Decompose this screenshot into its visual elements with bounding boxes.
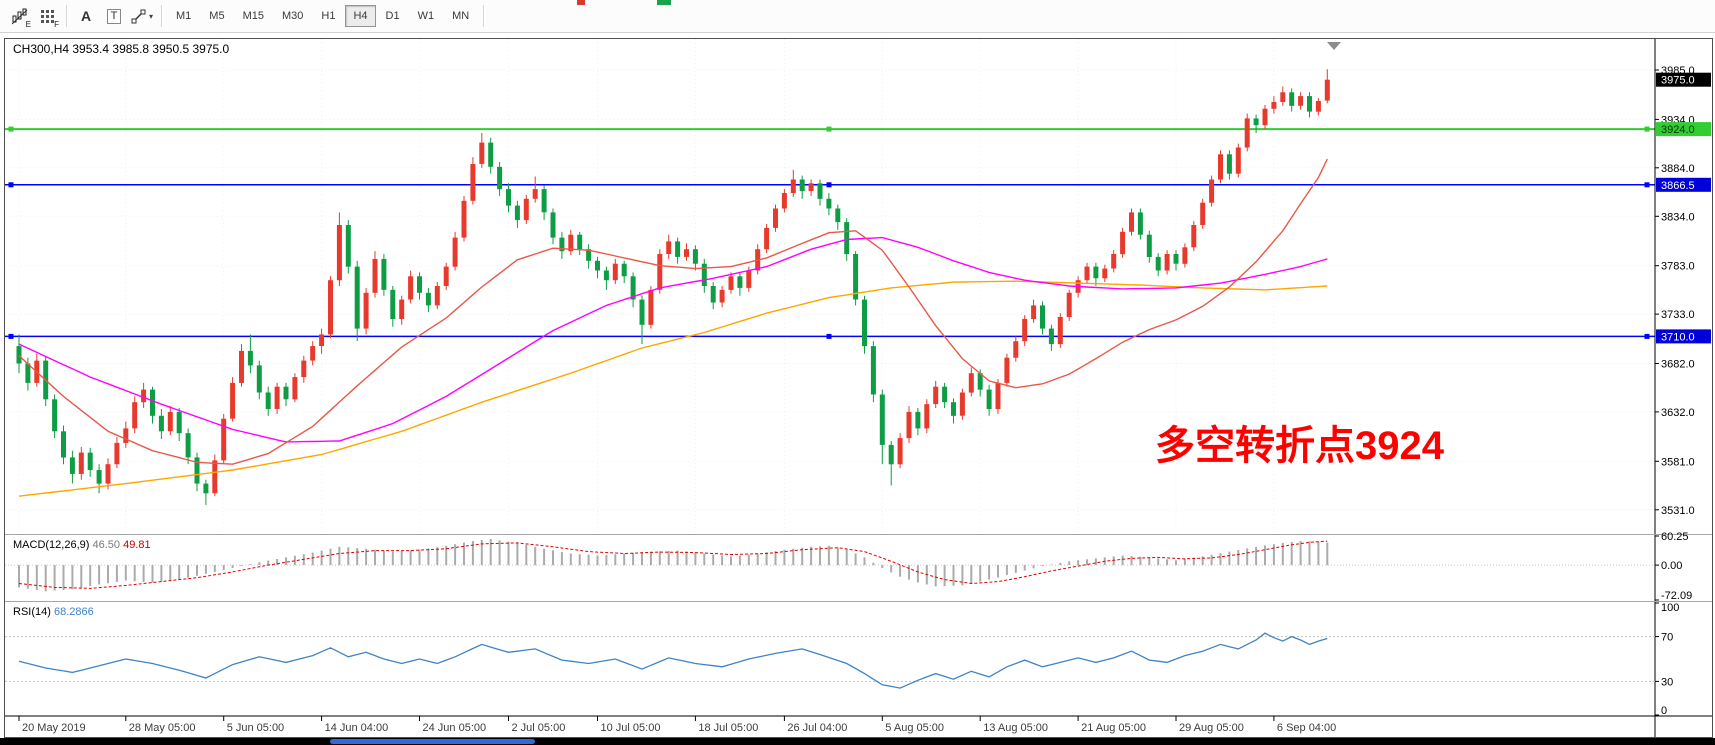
screen-artifact xyxy=(657,0,671,5)
chart-header: CH300,H4 3953.4 3985.8 3950.5 3975.0 xyxy=(13,42,230,56)
price-badge-label: 3710.0 xyxy=(1661,331,1695,343)
timeframe-button-m1[interactable]: M1 xyxy=(168,5,199,27)
time-axis-label: 18 Jul 05:00 xyxy=(698,722,758,734)
price-badge xyxy=(1656,177,1711,192)
line-handle[interactable] xyxy=(826,182,832,188)
screen-artifact xyxy=(577,0,585,5)
text-tool-button[interactable]: A xyxy=(73,4,99,29)
annotation-text: 多空转折点3924 xyxy=(1155,424,1445,468)
timeframe-button-h4[interactable]: H4 xyxy=(345,5,376,27)
grid xyxy=(5,39,1655,533)
rsi-scale-label: 70 xyxy=(1661,632,1673,644)
rsi-line xyxy=(18,632,1328,689)
price-axis-label: 3733.0 xyxy=(1661,309,1695,321)
candlestick-chart-icon xyxy=(11,8,27,24)
macd-scale-label: -72.09 xyxy=(1661,590,1692,602)
ma-line-fast-salmon xyxy=(18,158,1328,465)
time-axis-label: 10 Jul 05:00 xyxy=(601,722,661,734)
time-axis-label: 13 Aug 05:00 xyxy=(983,722,1048,734)
grid-sub-label: F xyxy=(54,19,59,29)
timeframe-button-m15[interactable]: M15 xyxy=(235,5,272,27)
timeframe-button-mn[interactable]: MN xyxy=(444,5,477,27)
ma-line-slow-orange xyxy=(18,280,1328,497)
price-axis-label: 3632.0 xyxy=(1661,407,1695,419)
label-tool-glyph: T xyxy=(106,8,122,24)
rsi-scale-label: 0 xyxy=(1661,705,1667,717)
macd-scale-label: 60.25 xyxy=(1661,531,1689,543)
line-handle[interactable] xyxy=(826,126,832,132)
timeframe-button-w1[interactable]: W1 xyxy=(410,5,443,27)
price-badge xyxy=(1656,329,1711,344)
grid-icon xyxy=(40,9,54,23)
toolbar: E F A T ▾ M1 M5 M15 M30 H1 H4 D1 W1 MN xyxy=(0,0,1715,33)
label-tool-button[interactable]: T xyxy=(101,4,127,29)
toolbar-separator xyxy=(483,5,485,27)
candlestick-series xyxy=(16,69,1330,505)
rsi-scale-label: 30 xyxy=(1661,676,1673,688)
macd-label: MACD(12,26,9) 46.50 49.81 xyxy=(13,539,151,551)
time-axis[interactable] xyxy=(5,716,1712,737)
line-handle[interactable] xyxy=(1644,182,1650,188)
chart-canvas[interactable]: 多空转折点39243985.03934.03884.03834.03783.03… xyxy=(5,39,1712,737)
time-axis-label: 24 Jun 05:00 xyxy=(423,722,487,734)
price-badge xyxy=(1656,72,1711,87)
macd-histogram xyxy=(18,539,1329,592)
time-axis-label: 6 Sep 04:00 xyxy=(1277,722,1336,734)
line-handle[interactable] xyxy=(1644,333,1650,339)
line-handle[interactable] xyxy=(8,182,14,188)
timeframe-group: M1 M5 M15 M30 H1 H4 D1 W1 MN xyxy=(167,5,478,27)
trendline-icon xyxy=(131,9,146,23)
time-axis-label: 21 Aug 05:00 xyxy=(1081,722,1146,734)
price-axis-label: 3531.0 xyxy=(1661,505,1695,517)
chart-shift-marker[interactable] xyxy=(1327,42,1341,50)
time-axis-label: 29 Aug 05:00 xyxy=(1179,722,1244,734)
text-tool-glyph: A xyxy=(80,8,92,24)
line-handle[interactable] xyxy=(826,333,832,339)
price-badge-label: 3924.0 xyxy=(1661,124,1695,136)
time-axis-label: 5 Aug 05:00 xyxy=(885,722,944,734)
rsi-label: RSI(14) 68.2866 xyxy=(13,606,94,618)
macd-signal-line xyxy=(18,540,1328,589)
price-axis-label: 3682.0 xyxy=(1661,359,1695,371)
price-axis-label: 3783.0 xyxy=(1661,261,1695,273)
chart-window: 多空转折点39243985.03934.03884.03834.03783.03… xyxy=(4,38,1713,738)
chevron-down-icon: ▾ xyxy=(148,11,153,21)
rsi-scale-label: 100 xyxy=(1661,602,1679,614)
price-axis-label: 3834.0 xyxy=(1661,211,1695,223)
shapes-dropdown-button[interactable]: ▾ xyxy=(129,4,155,29)
timeframe-button-m30[interactable]: M30 xyxy=(274,5,311,27)
macd-scale-label: 0.00 xyxy=(1661,560,1682,572)
toolbar-separator xyxy=(161,5,162,27)
price-badge xyxy=(1656,122,1711,137)
time-axis-label: 14 Jun 04:00 xyxy=(325,722,389,734)
line-handle[interactable] xyxy=(8,333,14,339)
line-handle[interactable] xyxy=(1644,126,1650,132)
timeframe-button-h1[interactable]: H1 xyxy=(313,5,343,27)
time-axis-label: 26 Jul 04:00 xyxy=(787,722,847,734)
price-axis-label: 3581.0 xyxy=(1661,456,1695,468)
price-axis[interactable] xyxy=(1655,39,1712,716)
price-badge-label: 3866.5 xyxy=(1661,180,1695,192)
time-axis-label: 28 May 05:00 xyxy=(129,722,196,734)
taskbar-accent xyxy=(330,739,535,744)
chart-style-button[interactable]: E xyxy=(6,4,32,29)
price-axis-label: 3884.0 xyxy=(1661,163,1695,175)
ma-line-mid-magenta xyxy=(18,236,1328,443)
chart-style-sub-label: E xyxy=(25,19,31,29)
time-axis-label: 2 Jul 05:00 xyxy=(512,722,566,734)
time-axis-label: 5 Jun 05:00 xyxy=(227,722,285,734)
taskbar xyxy=(0,738,1715,745)
line-handle[interactable] xyxy=(8,126,14,132)
toolbar-separator xyxy=(66,5,67,27)
price-badge-label: 3975.0 xyxy=(1661,75,1695,87)
timeframe-button-m5[interactable]: M5 xyxy=(201,5,232,27)
time-axis-label: 20 May 2019 xyxy=(22,722,86,734)
grid-button[interactable]: F xyxy=(34,4,60,29)
timeframe-button-d1[interactable]: D1 xyxy=(378,5,408,27)
